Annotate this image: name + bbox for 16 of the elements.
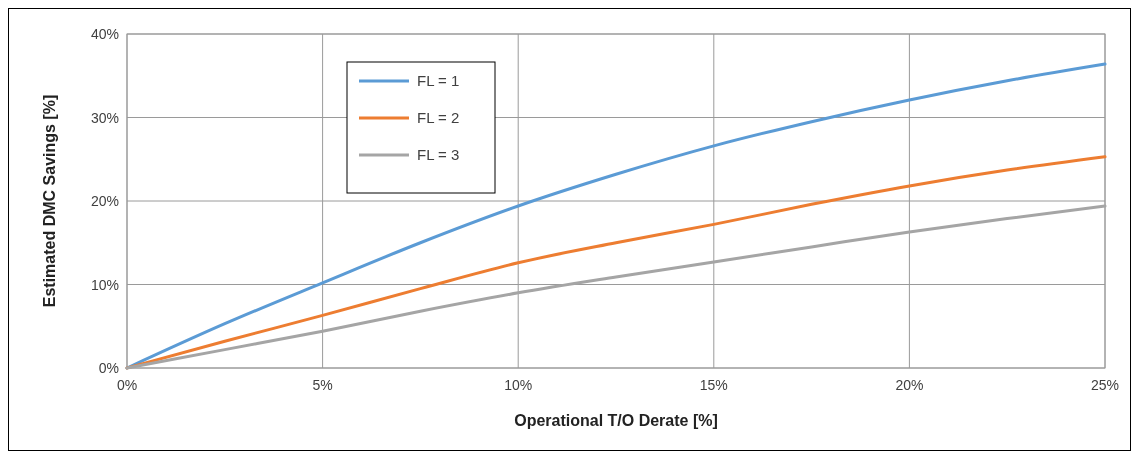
- legend-label: FL = 2: [417, 109, 460, 126]
- y-tick-label: 20%: [90, 193, 119, 209]
- x-tick-label: 20%: [895, 377, 924, 393]
- y-axis-title: Estimated DMC Savings [%]: [41, 94, 58, 308]
- y-tick-label: 0%: [98, 360, 119, 376]
- y-tick-label: 40%: [90, 26, 119, 42]
- x-axis-title: Operational T/O Derate [%]: [514, 412, 718, 429]
- x-tick-label: 15%: [699, 377, 728, 393]
- y-tick-label: 10%: [90, 276, 119, 293]
- y-tick-label: 30%: [90, 109, 119, 126]
- x-tick-label: 5%: [312, 377, 333, 393]
- x-tick-label: 10%: [504, 377, 533, 393]
- legend-label: FL = 1: [417, 72, 460, 89]
- x-tick-label: 25%: [1090, 377, 1120, 393]
- legend-label: FL = 3: [417, 146, 460, 163]
- x-tick-label: 0%: [116, 377, 138, 393]
